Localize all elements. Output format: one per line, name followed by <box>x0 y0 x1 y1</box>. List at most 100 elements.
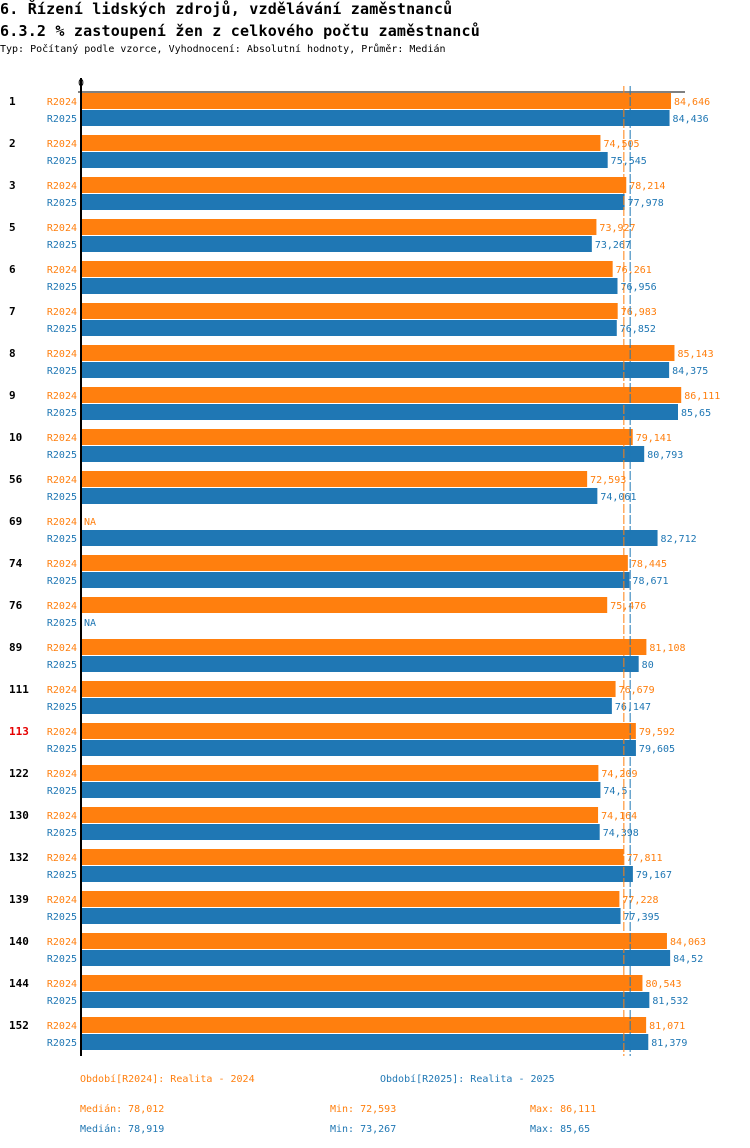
series-label: R2024 <box>47 349 77 360</box>
value-label: 77,978 <box>628 198 664 209</box>
bar-r2024 <box>82 807 599 823</box>
series-label: R2024 <box>47 895 77 906</box>
series-label: R2024 <box>47 97 77 108</box>
series-label: R2024 <box>47 307 77 318</box>
category-label: 89 <box>9 641 22 654</box>
bar-r2024 <box>82 639 647 655</box>
bar-r2025 <box>82 572 630 588</box>
series-label: R2025 <box>47 744 77 755</box>
category-label: 122 <box>9 767 29 780</box>
bar-r2025 <box>82 278 618 294</box>
value-label: 75,545 <box>611 156 647 167</box>
series-label: R2024 <box>47 811 77 822</box>
series-label: R2024 <box>47 265 77 276</box>
category-label: 9 <box>9 389 16 402</box>
series-label: R2025 <box>47 786 77 797</box>
bar-r2024 <box>82 261 613 277</box>
legend-r2025: Období[R2025]: Realita - 2025 <box>380 1074 555 1085</box>
value-label-na: NA <box>84 618 96 629</box>
value-label: 81,071 <box>649 1021 685 1032</box>
value-label: 79,167 <box>636 870 672 881</box>
series-label: R2025 <box>47 702 77 713</box>
bar-r2024 <box>82 723 636 739</box>
series-label: R2024 <box>47 559 77 570</box>
bar-r2025 <box>82 488 598 504</box>
category-label: 6 <box>9 263 16 276</box>
min-r2025: Min: 73,267 <box>330 1124 397 1135</box>
value-label: 72,593 <box>590 475 626 486</box>
max-r2025: Max: 85,65 <box>530 1124 591 1135</box>
series-label: R2025 <box>47 1038 77 1049</box>
bar-r2024 <box>82 681 616 697</box>
bar-r2024 <box>82 555 628 571</box>
category-label: 69 <box>9 515 22 528</box>
value-label: 77,395 <box>624 912 660 923</box>
bar-r2024 <box>82 135 601 151</box>
series-label: R2024 <box>47 223 77 234</box>
series-label: R2025 <box>47 492 77 503</box>
bar-r2025 <box>82 320 617 336</box>
category-label: 132 <box>9 851 29 864</box>
category-label: 2 <box>9 137 16 150</box>
series-label: R2025 <box>47 954 77 965</box>
series-label: R2024 <box>47 1021 77 1032</box>
category-label: 144 <box>9 977 29 990</box>
bar-r2024 <box>82 1017 647 1033</box>
series-label: R2024 <box>47 601 77 612</box>
bar-r2024 <box>82 345 675 361</box>
value-label: 79,605 <box>639 744 675 755</box>
series-label: R2024 <box>47 181 77 192</box>
series-label: R2024 <box>47 685 77 696</box>
bar-r2024 <box>82 429 633 445</box>
value-label: 85,65 <box>681 408 711 419</box>
value-label: 78,445 <box>631 559 667 570</box>
category-label: 140 <box>9 935 29 948</box>
bar-r2024 <box>82 471 588 487</box>
value-label: 81,108 <box>649 643 685 654</box>
bar-r2024 <box>82 387 682 403</box>
value-label: 80,543 <box>645 979 681 990</box>
bar-r2024 <box>82 597 608 613</box>
value-label: 84,646 <box>674 97 710 108</box>
bar-r2025 <box>82 824 600 840</box>
bar-r2024 <box>82 303 618 319</box>
bar-r2025 <box>82 866 633 882</box>
series-label: R2025 <box>47 324 77 335</box>
median-r2024: Medián: 78,012 <box>80 1104 165 1115</box>
series-label: R2025 <box>47 282 77 293</box>
category-label: 113 <box>9 725 29 738</box>
value-label: 76,852 <box>620 324 656 335</box>
value-label: 80 <box>642 660 654 671</box>
value-label: 84,375 <box>672 366 708 377</box>
bar-r2024 <box>82 933 667 949</box>
series-label: R2025 <box>47 198 77 209</box>
category-label: 76 <box>9 599 23 612</box>
value-label: 81,532 <box>652 996 688 1007</box>
value-label-na: NA <box>84 517 96 528</box>
median-r2025: Medián: 78,919 <box>80 1124 165 1135</box>
series-label: R2024 <box>47 475 77 486</box>
max-r2024: Max: 86,111 <box>530 1104 597 1115</box>
value-label: 73,927 <box>599 223 635 234</box>
value-label: 86,111 <box>684 391 720 402</box>
series-label: R2025 <box>47 156 77 167</box>
series-label: R2024 <box>47 727 77 738</box>
value-label: 79,592 <box>639 727 675 738</box>
bar-r2025 <box>82 404 678 420</box>
value-label: 82,712 <box>661 534 697 545</box>
category-label: 111 <box>9 683 29 696</box>
series-label: R2025 <box>47 408 77 419</box>
series-label: R2025 <box>47 912 77 923</box>
value-label: 74,061 <box>600 492 636 503</box>
chart-meta: Typ: Počítaný podle vzorce, Vyhodnocení:… <box>0 44 446 55</box>
category-label: 3 <box>9 179 16 192</box>
category-label: 152 <box>9 1019 29 1032</box>
series-label: R2024 <box>47 433 77 444</box>
value-label: 74,5 <box>603 786 627 797</box>
value-label: 84,063 <box>670 937 706 948</box>
value-label: 78,671 <box>632 576 668 587</box>
value-label: 73,267 <box>595 240 631 251</box>
bar-r2024 <box>82 891 620 907</box>
bar-r2025 <box>82 152 608 168</box>
value-label: 80,793 <box>647 450 683 461</box>
